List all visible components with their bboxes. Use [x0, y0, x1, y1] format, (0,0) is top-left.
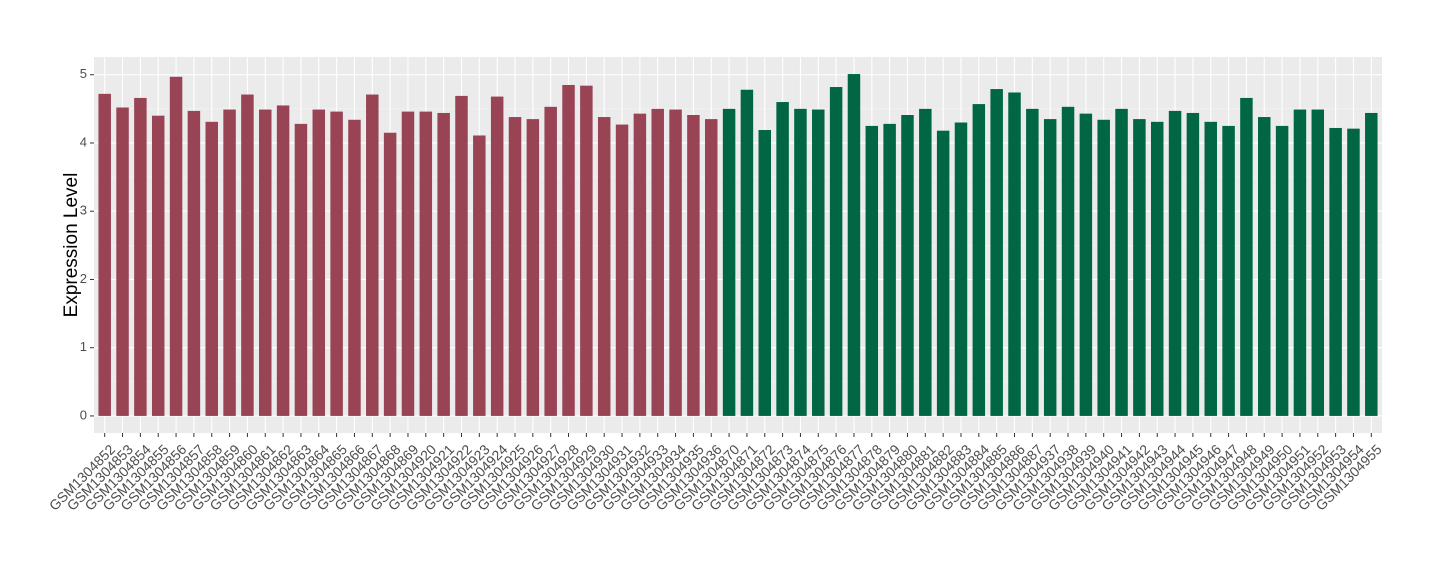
bar — [954, 122, 968, 416]
bar — [1275, 125, 1289, 416]
bar — [1026, 108, 1039, 416]
bar — [812, 109, 825, 416]
bar — [847, 74, 861, 416]
bar — [562, 84, 575, 416]
bar — [1061, 106, 1075, 416]
y-axis-title: Expression Level — [61, 173, 82, 318]
bar — [990, 89, 1003, 416]
bar — [597, 117, 611, 416]
bar — [919, 108, 932, 416]
bar — [936, 130, 950, 416]
bar — [1240, 97, 1253, 416]
bar — [972, 104, 986, 416]
bar — [1329, 127, 1342, 416]
bar — [312, 109, 326, 416]
y-tick-label: 2 — [80, 271, 87, 286]
bar — [1150, 121, 1164, 416]
bar — [526, 119, 540, 416]
y-tick-label: 1 — [80, 339, 87, 354]
bar — [473, 135, 486, 416]
bar — [241, 94, 254, 416]
y-tick-label: 0 — [80, 407, 87, 422]
bar — [615, 124, 629, 416]
bar — [330, 111, 343, 416]
bar — [722, 108, 736, 416]
bar — [223, 109, 236, 416]
bar — [1043, 119, 1057, 416]
bar — [187, 110, 201, 416]
bar — [455, 95, 468, 416]
y-tick-label: 4 — [80, 134, 87, 149]
bar — [1168, 110, 1182, 416]
bar — [776, 102, 789, 416]
bar — [1133, 119, 1146, 416]
bar — [687, 115, 700, 416]
bar — [883, 123, 896, 416]
bar — [1186, 112, 1200, 416]
bar — [633, 113, 647, 416]
bar — [704, 119, 718, 416]
bar — [544, 106, 557, 416]
bar — [437, 112, 450, 416]
bar — [1222, 125, 1235, 416]
bar — [1365, 112, 1378, 416]
bar — [829, 87, 843, 416]
bar — [276, 105, 290, 416]
bar — [740, 89, 754, 416]
bar — [401, 111, 415, 416]
bar — [865, 125, 879, 416]
bar — [116, 107, 129, 416]
bar — [151, 115, 165, 416]
bar — [383, 132, 397, 416]
bar — [1258, 117, 1271, 416]
bar — [580, 85, 593, 416]
bar — [1293, 109, 1307, 416]
bar — [1347, 128, 1360, 416]
bar — [1079, 113, 1093, 416]
bar — [1115, 108, 1128, 416]
bar — [669, 109, 682, 416]
bar — [294, 123, 308, 416]
y-tick-label: 3 — [80, 203, 87, 218]
bar — [169, 76, 183, 416]
bar — [1204, 121, 1217, 416]
bar — [259, 109, 272, 416]
bar — [348, 119, 361, 416]
bar — [651, 108, 664, 416]
bar — [1097, 119, 1110, 416]
bar — [508, 117, 522, 416]
bar — [490, 96, 504, 416]
bar — [1008, 92, 1021, 416]
panel — [94, 57, 1382, 433]
bar — [758, 130, 772, 416]
bar — [205, 121, 218, 416]
bar — [901, 115, 914, 416]
bar — [366, 94, 379, 416]
bar — [1311, 109, 1325, 416]
bar — [134, 97, 147, 416]
bar — [98, 93, 111, 416]
bar — [794, 108, 807, 416]
y-tick-label: 5 — [80, 66, 87, 81]
bar — [419, 111, 433, 416]
